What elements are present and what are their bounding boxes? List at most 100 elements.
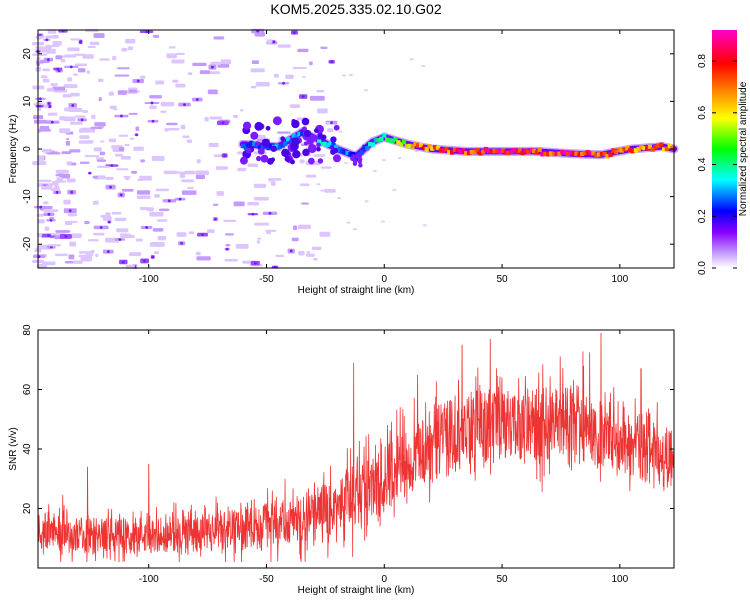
- spectrogram-noise-blob: [36, 213, 45, 217]
- spectrogram-ridge-cell: [481, 149, 486, 154]
- spectrogram-ridge-cluster: [272, 116, 282, 126]
- spectrogram-ridge-cell: [526, 149, 531, 155]
- spectrogram-ridge-cell: [580, 151, 585, 157]
- spectrogram-noise-blob: [50, 151, 59, 154]
- spectrogram-ridge-cell: [602, 151, 607, 157]
- spectrogram-noise-blob: [305, 174, 317, 178]
- spectrogram-ridge-cluster: [270, 145, 277, 152]
- spectrogram-noise-blob: [237, 151, 243, 155]
- spectrogram-noise-blob: [146, 207, 154, 212]
- spectrogram-ridge-cell: [466, 150, 472, 156]
- spectrogram-ridge-cluster: [350, 155, 355, 161]
- spectrogram-noise-blob: [168, 127, 180, 131]
- spectrogram-ridge-cell: [596, 152, 602, 157]
- spectrogram-ridge-cell: [483, 146, 489, 152]
- spectrogram-noise-blob: [156, 219, 168, 222]
- spectrogram-ridge-cell: [557, 151, 562, 156]
- spectrogram-noise-blob: [224, 258, 239, 262]
- spectrogram-noise-blob: [131, 170, 138, 174]
- spectrogram-noise-core: [47, 234, 50, 237]
- spectrogram-noise-blob: [153, 251, 160, 255]
- spectrogram-ridge-cell: [560, 149, 565, 155]
- spectrogram-noise-core: [46, 58, 50, 62]
- spectrogram-noise-core: [109, 185, 112, 189]
- spectrogram-noise-blob: [112, 147, 120, 153]
- spectrogram-ridge-cell: [622, 147, 627, 152]
- spectrogram-noise-blob: [213, 36, 225, 40]
- spectrogram-ridge-cell: [500, 148, 506, 153]
- colorbar-tick-label: 0.0: [697, 261, 708, 275]
- spectrogram-ridge-cluster: [320, 134, 327, 140]
- spectrogram-noise-blob: [68, 254, 75, 260]
- spectrogram-noise-blob: [69, 121, 83, 125]
- spectrogram-noise-blob: [74, 53, 86, 56]
- spectrogram-noise-blob: [84, 155, 100, 158]
- spectrogram-noise-core: [50, 120, 54, 124]
- spectrogram-noise-blob: [68, 108, 83, 112]
- spectrogram-noise-core: [99, 226, 103, 229]
- snr-x-tick-label: -100: [139, 574, 159, 585]
- spectrogram-ridge-cell: [413, 141, 418, 147]
- spectrogram-ridge-cluster: [316, 146, 321, 152]
- snr-y-axis: 20 40 60 80: [22, 324, 674, 514]
- spectrogram-noise-blob: [82, 54, 94, 59]
- spectrogram-noise-blob: [114, 153, 123, 157]
- spectrogram-noise-blob: [149, 105, 157, 110]
- spectrogram-noise-core: [143, 259, 147, 263]
- spectrogram-noise-blob: [67, 47, 80, 52]
- spectrogram-noise-blob: [316, 89, 325, 93]
- spectrogram-noise-blob: [311, 246, 322, 250]
- spectrogram-noise-blob: [116, 228, 129, 233]
- spectrogram-noise-blob: [38, 179, 52, 183]
- spectrogram-noise-blob: [149, 242, 165, 247]
- spectrogram-noise-blob: [118, 147, 125, 152]
- spectrogram-noise-blob: [123, 175, 131, 179]
- colorbar-tick-label: 0.2: [697, 209, 708, 223]
- spectrogram-ridge-cell: [277, 144, 282, 149]
- spectrogram-ridge-cluster: [317, 158, 324, 164]
- spectrogram-ridge-cell: [548, 151, 554, 156]
- spectrogram-noise-blob: [327, 128, 334, 133]
- spectrogram-ridge-cell: [404, 144, 409, 149]
- spectrogram-noise-blob: [54, 180, 67, 183]
- spectrogram-noise-blob: [171, 59, 185, 64]
- spectrogram-ridge-cell: [390, 138, 395, 143]
- spectrogram-noise-blob: [32, 161, 47, 166]
- spectrogram-y-axis: -20 -10 0 10 20: [22, 48, 674, 252]
- spectrogram-ridge-cell: [362, 144, 367, 150]
- spectrogram-noise-blob: [49, 216, 55, 220]
- spectrogram-ridge-cell: [469, 149, 475, 155]
- spectrogram-noise-core: [180, 241, 184, 245]
- spectrogram-x-tick-label: 100: [611, 274, 628, 285]
- spectrogram-ridge-cluster: [333, 124, 340, 131]
- spectrogram-ridge-cell: [288, 139, 294, 144]
- spectrogram-noise-blob: [91, 114, 96, 120]
- spectrogram-noise-core: [145, 226, 149, 229]
- spectrogram-noise-blob: [55, 169, 69, 174]
- spectrogram-noise-blob: [78, 251, 92, 254]
- spectrogram-ridge-cluster: [255, 141, 260, 146]
- spectrogram-noise-blob: [320, 166, 332, 169]
- spectrogram-ridge-cell: [636, 146, 641, 152]
- spectrogram-noise-core: [183, 103, 186, 106]
- spectrogram-noise-blob: [40, 75, 48, 79]
- spectrogram-noise-blob: [301, 75, 306, 78]
- spectrogram-ridge-cluster: [291, 118, 296, 124]
- spectrogram-ridge-cell: [571, 151, 576, 156]
- spectrogram-ridge-cell: [269, 143, 274, 148]
- spectrogram-noise-blob: [175, 83, 186, 88]
- spectrogram-noise-blob: [37, 219, 45, 224]
- spectrogram-y-tick-label: -20: [22, 237, 33, 252]
- spectrogram-noise-blob: [392, 188, 397, 191]
- spectrogram-noise-blob: [266, 229, 271, 235]
- spectrogram-noise-blob: [108, 91, 114, 96]
- spectrogram-ridge-cluster: [358, 163, 363, 168]
- spectrogram-ridge-cell: [365, 146, 370, 151]
- colorbar-tick-label: 0.8: [697, 54, 708, 68]
- spectrogram-noise-blob: [364, 200, 369, 203]
- spectrogram-noise-core: [225, 247, 229, 251]
- spectrogram-noise-blob: [47, 87, 54, 92]
- spectrogram-ridge-cell: [410, 144, 415, 149]
- spectrogram-noise-blob: [100, 140, 105, 143]
- spectrogram-noise-blob: [306, 251, 311, 254]
